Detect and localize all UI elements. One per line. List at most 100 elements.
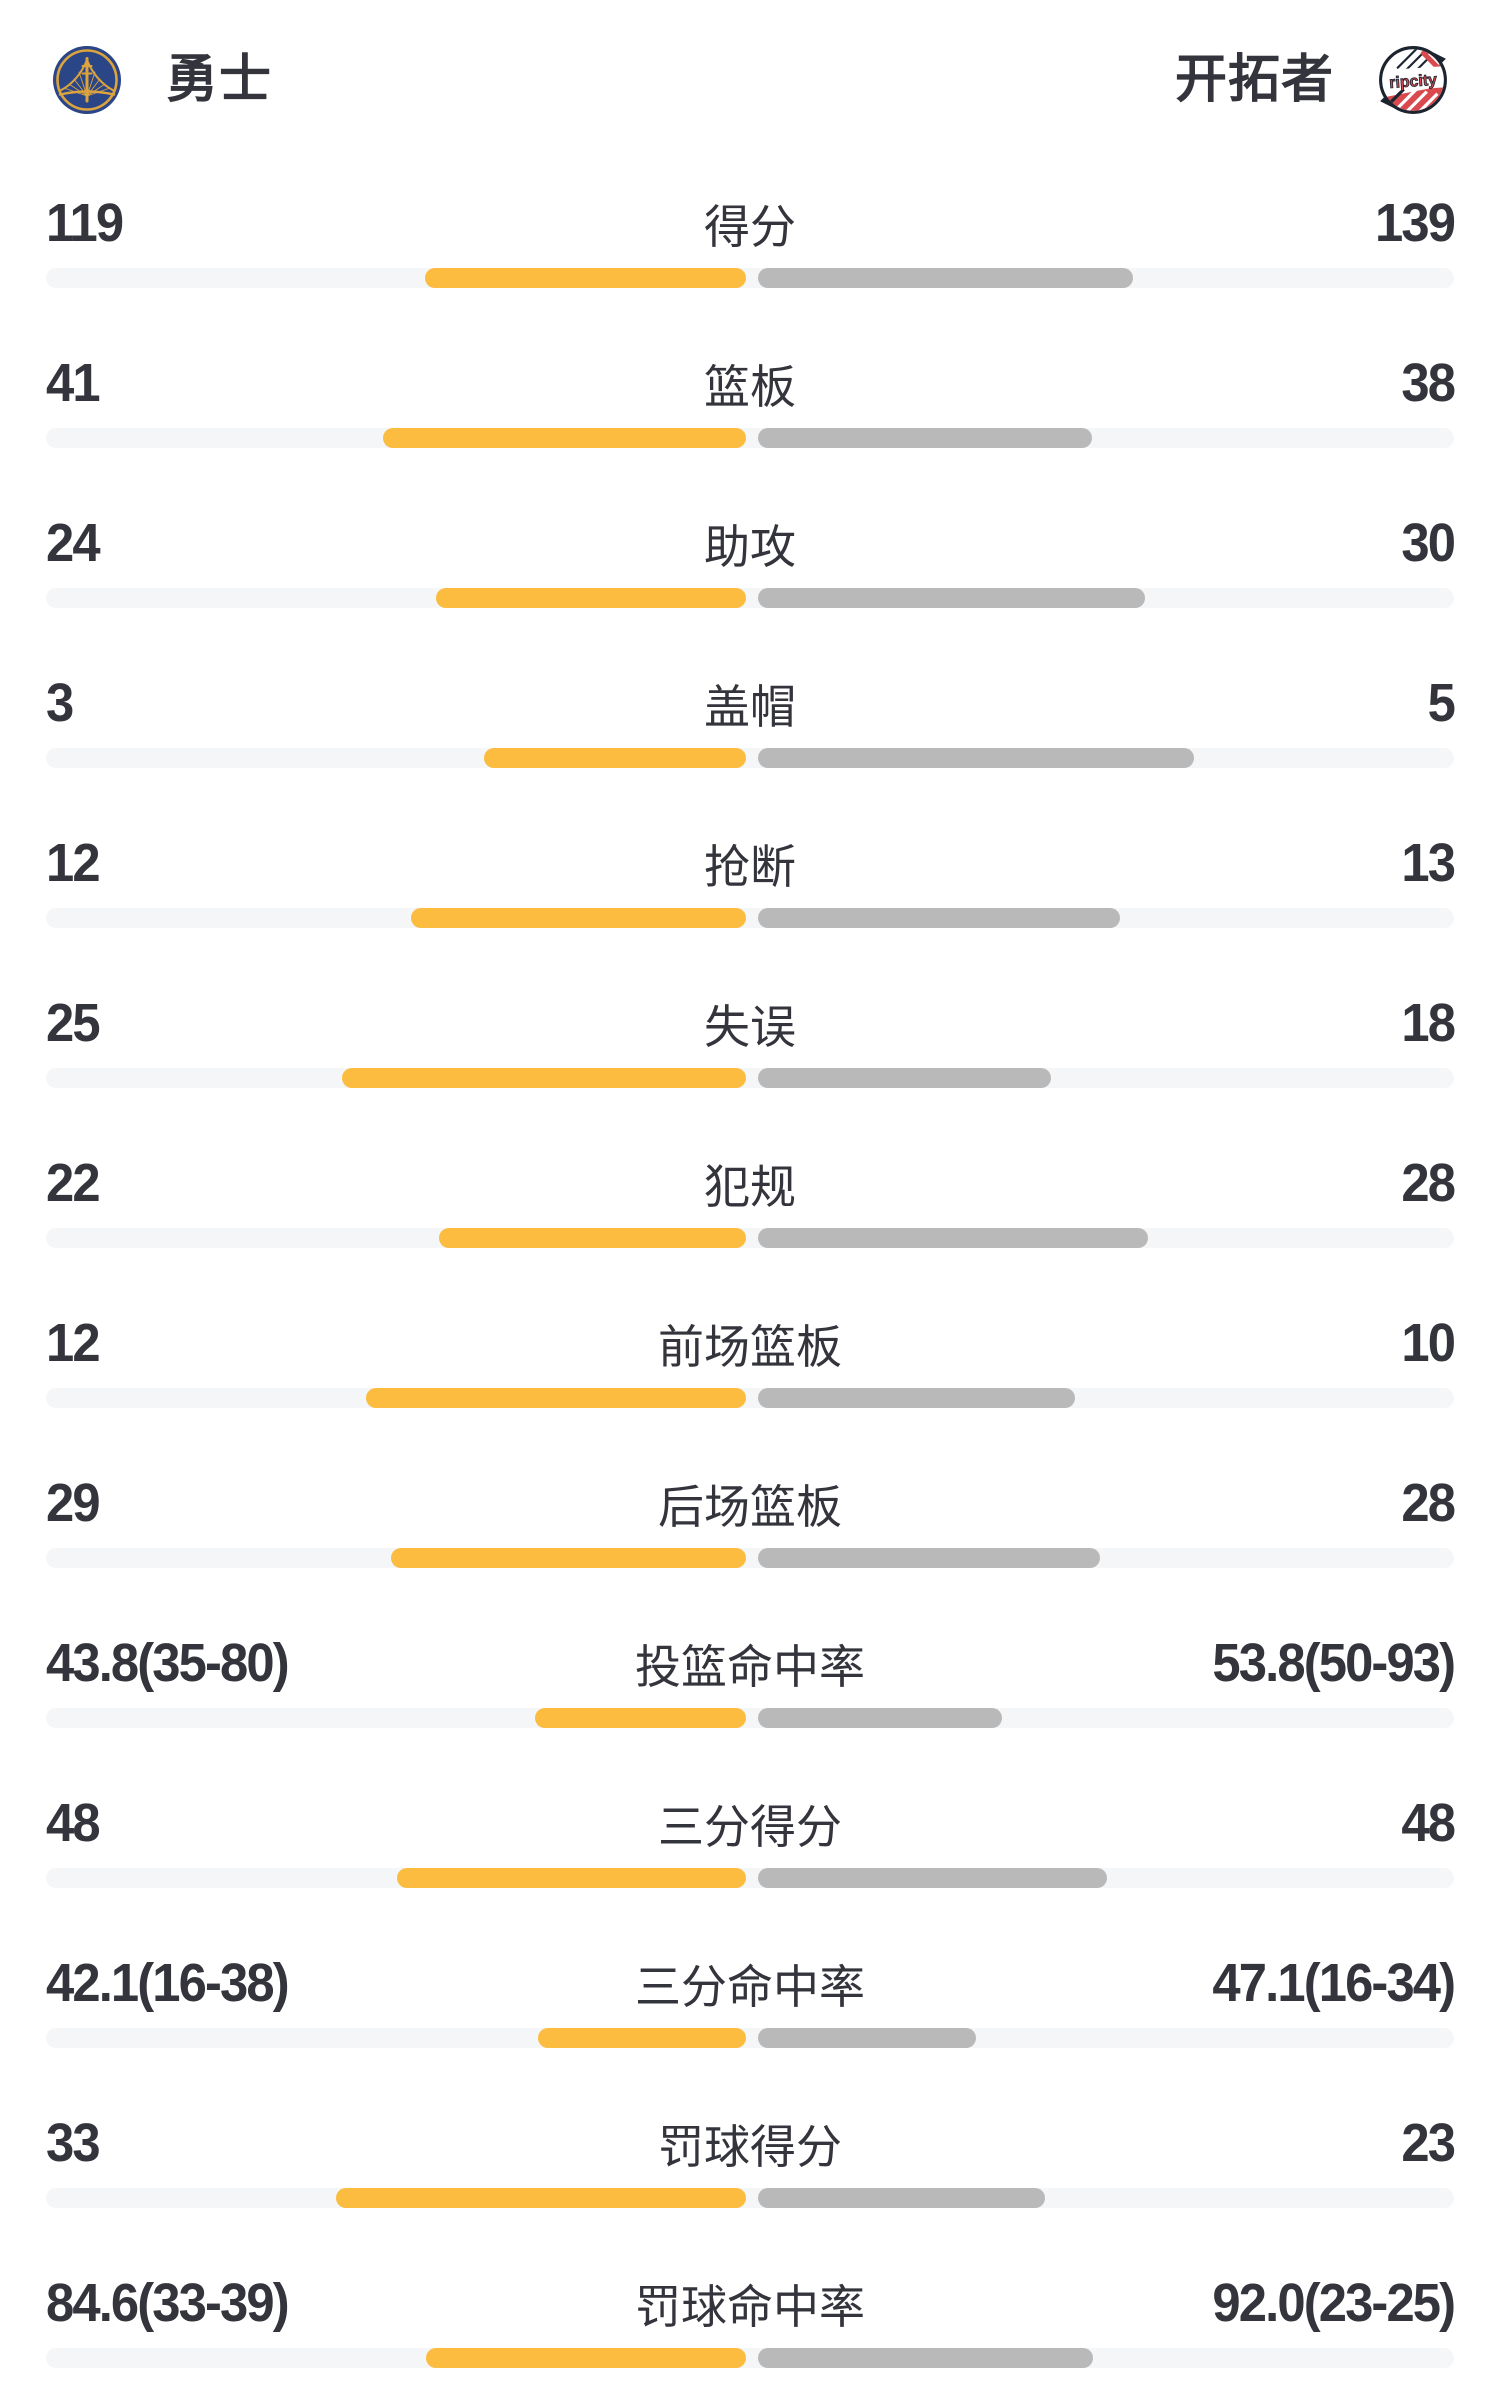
bar-track [46,588,1454,608]
stat-label: 投篮命中率 [635,1641,865,1693]
match-header: 勇士 开拓者 [0,0,1500,160]
right-team-bar [758,2028,977,2048]
left-team-value: 119 [46,193,124,253]
left-team-bar [410,908,746,928]
team-right: 开拓者 [1175,45,1448,115]
left-team-value: 84.6(33-39) [46,2273,290,2333]
stat-row: 12 前场篮板 10 [0,1280,1500,1440]
left-team-bar [382,428,746,448]
blazers-logo-icon: ripcity [1379,46,1447,114]
stats-list: 119 得分 139 41 篮板 38 24 助攻 30 [0,160,1500,2400]
right-team-bar [758,1068,1051,1088]
right-team-value: 53.8(50-93) [1212,1633,1456,1693]
stat-row: 119 得分 139 [0,160,1500,320]
bar-track [46,428,1454,448]
right-team-bar [758,588,1146,608]
right-team-bar [758,908,1120,928]
bar-track [46,748,1454,768]
left-team-bar [534,1708,746,1728]
right-team-bar [758,1708,1002,1728]
bar-track [46,2188,1454,2208]
stat-row: 84.6(33-39) 罚球命中率 92.0(23-25) [0,2240,1500,2400]
stat-label: 罚球得分 [658,2121,842,2173]
stat-label: 罚球命中率 [635,2281,865,2333]
stat-label: 篮板 [704,361,796,413]
stat-row: 43.8(35-80) 投篮命中率 53.8(50-93) [0,1600,1500,1760]
left-team-bar [439,1228,746,1248]
left-team-bar [365,1388,746,1408]
left-team-bar [396,1868,746,1888]
stat-label: 三分命中率 [635,1961,865,2013]
bar-track [46,1388,1454,1408]
bar-track [46,1868,1454,1888]
left-team-bar [336,2188,746,2208]
left-team-value: 33 [46,2113,101,2173]
right-team-value: 48 [1401,1793,1456,1853]
right-team-value: 38 [1401,353,1456,413]
left-team-value: 25 [46,993,101,1053]
stat-label: 助攻 [704,521,796,573]
stat-label: 盖帽 [704,681,796,733]
stat-row: 42.1(16-38) 三分命中率 47.1(16-34) [0,1920,1500,2080]
team-left-name: 勇士 [166,51,273,109]
bar-track [46,1548,1454,1568]
right-team-value: 30 [1401,513,1456,573]
right-team-value: 18 [1401,993,1456,1053]
stat-row: 24 助攻 30 [0,480,1500,640]
right-team-value: 47.1(16-34) [1212,1953,1456,2013]
right-team-bar [758,748,1195,768]
left-team-value: 29 [46,1473,101,1533]
stat-row: 48 三分得分 48 [0,1760,1500,1920]
right-team-bar [758,2348,1094,2368]
left-team-value: 48 [46,1793,101,1853]
right-team-value: 23 [1401,2113,1456,2173]
left-team-bar [537,2028,746,2048]
stat-row: 33 罚球得分 23 [0,2080,1500,2240]
bar-track [46,2348,1454,2368]
bar-track [46,1708,1454,1728]
stat-row: 25 失误 18 [0,960,1500,1120]
right-team-value: 28 [1401,1153,1456,1213]
stat-label: 犯规 [704,1161,796,1213]
stat-label: 三分得分 [658,1801,842,1853]
left-team-value: 24 [46,513,101,573]
bar-track [46,908,1454,928]
right-team-bar [758,1548,1101,1568]
stat-label: 得分 [704,201,796,253]
right-team-bar [758,1228,1149,1248]
left-team-value: 3 [46,673,74,733]
warriors-logo-icon [53,46,121,114]
stat-label: 后场篮板 [658,1481,842,1533]
left-team-value: 12 [46,1313,101,1373]
bar-track [46,1228,1454,1248]
stat-row: 22 犯规 28 [0,1120,1500,1280]
stat-label: 前场篮板 [658,1321,842,1373]
left-team-bar [391,1548,746,1568]
left-team-value: 12 [46,833,101,893]
stat-label: 抢断 [704,841,796,893]
right-team-bar [758,268,1133,288]
left-team-value: 41 [46,353,101,413]
left-team-bar [484,748,746,768]
left-team-bar [436,588,746,608]
stat-row: 29 后场篮板 28 [0,1440,1500,1600]
left-team-bar [426,2348,746,2368]
right-team-bar [758,1868,1108,1888]
right-team-bar [758,1388,1075,1408]
team-right-name: 开拓者 [1174,51,1334,109]
right-team-value: 92.0(23-25) [1212,2273,1456,2333]
right-team-value: 13 [1401,833,1456,893]
stat-row: 3 盖帽 5 [0,640,1500,800]
team-left: 勇士 [52,45,272,115]
right-team-value: 28 [1401,1473,1456,1533]
blazers-logo-text: ripcity [1389,72,1438,92]
right-team-value: 10 [1401,1313,1456,1373]
left-team-value: 43.8(35-80) [46,1633,290,1693]
right-team-bar [758,428,1092,448]
stat-label: 失误 [704,1001,796,1053]
left-team-bar [341,1068,746,1088]
bar-track [46,2028,1454,2048]
stat-row: 12 抢断 13 [0,800,1500,960]
bar-track [46,1068,1454,1088]
